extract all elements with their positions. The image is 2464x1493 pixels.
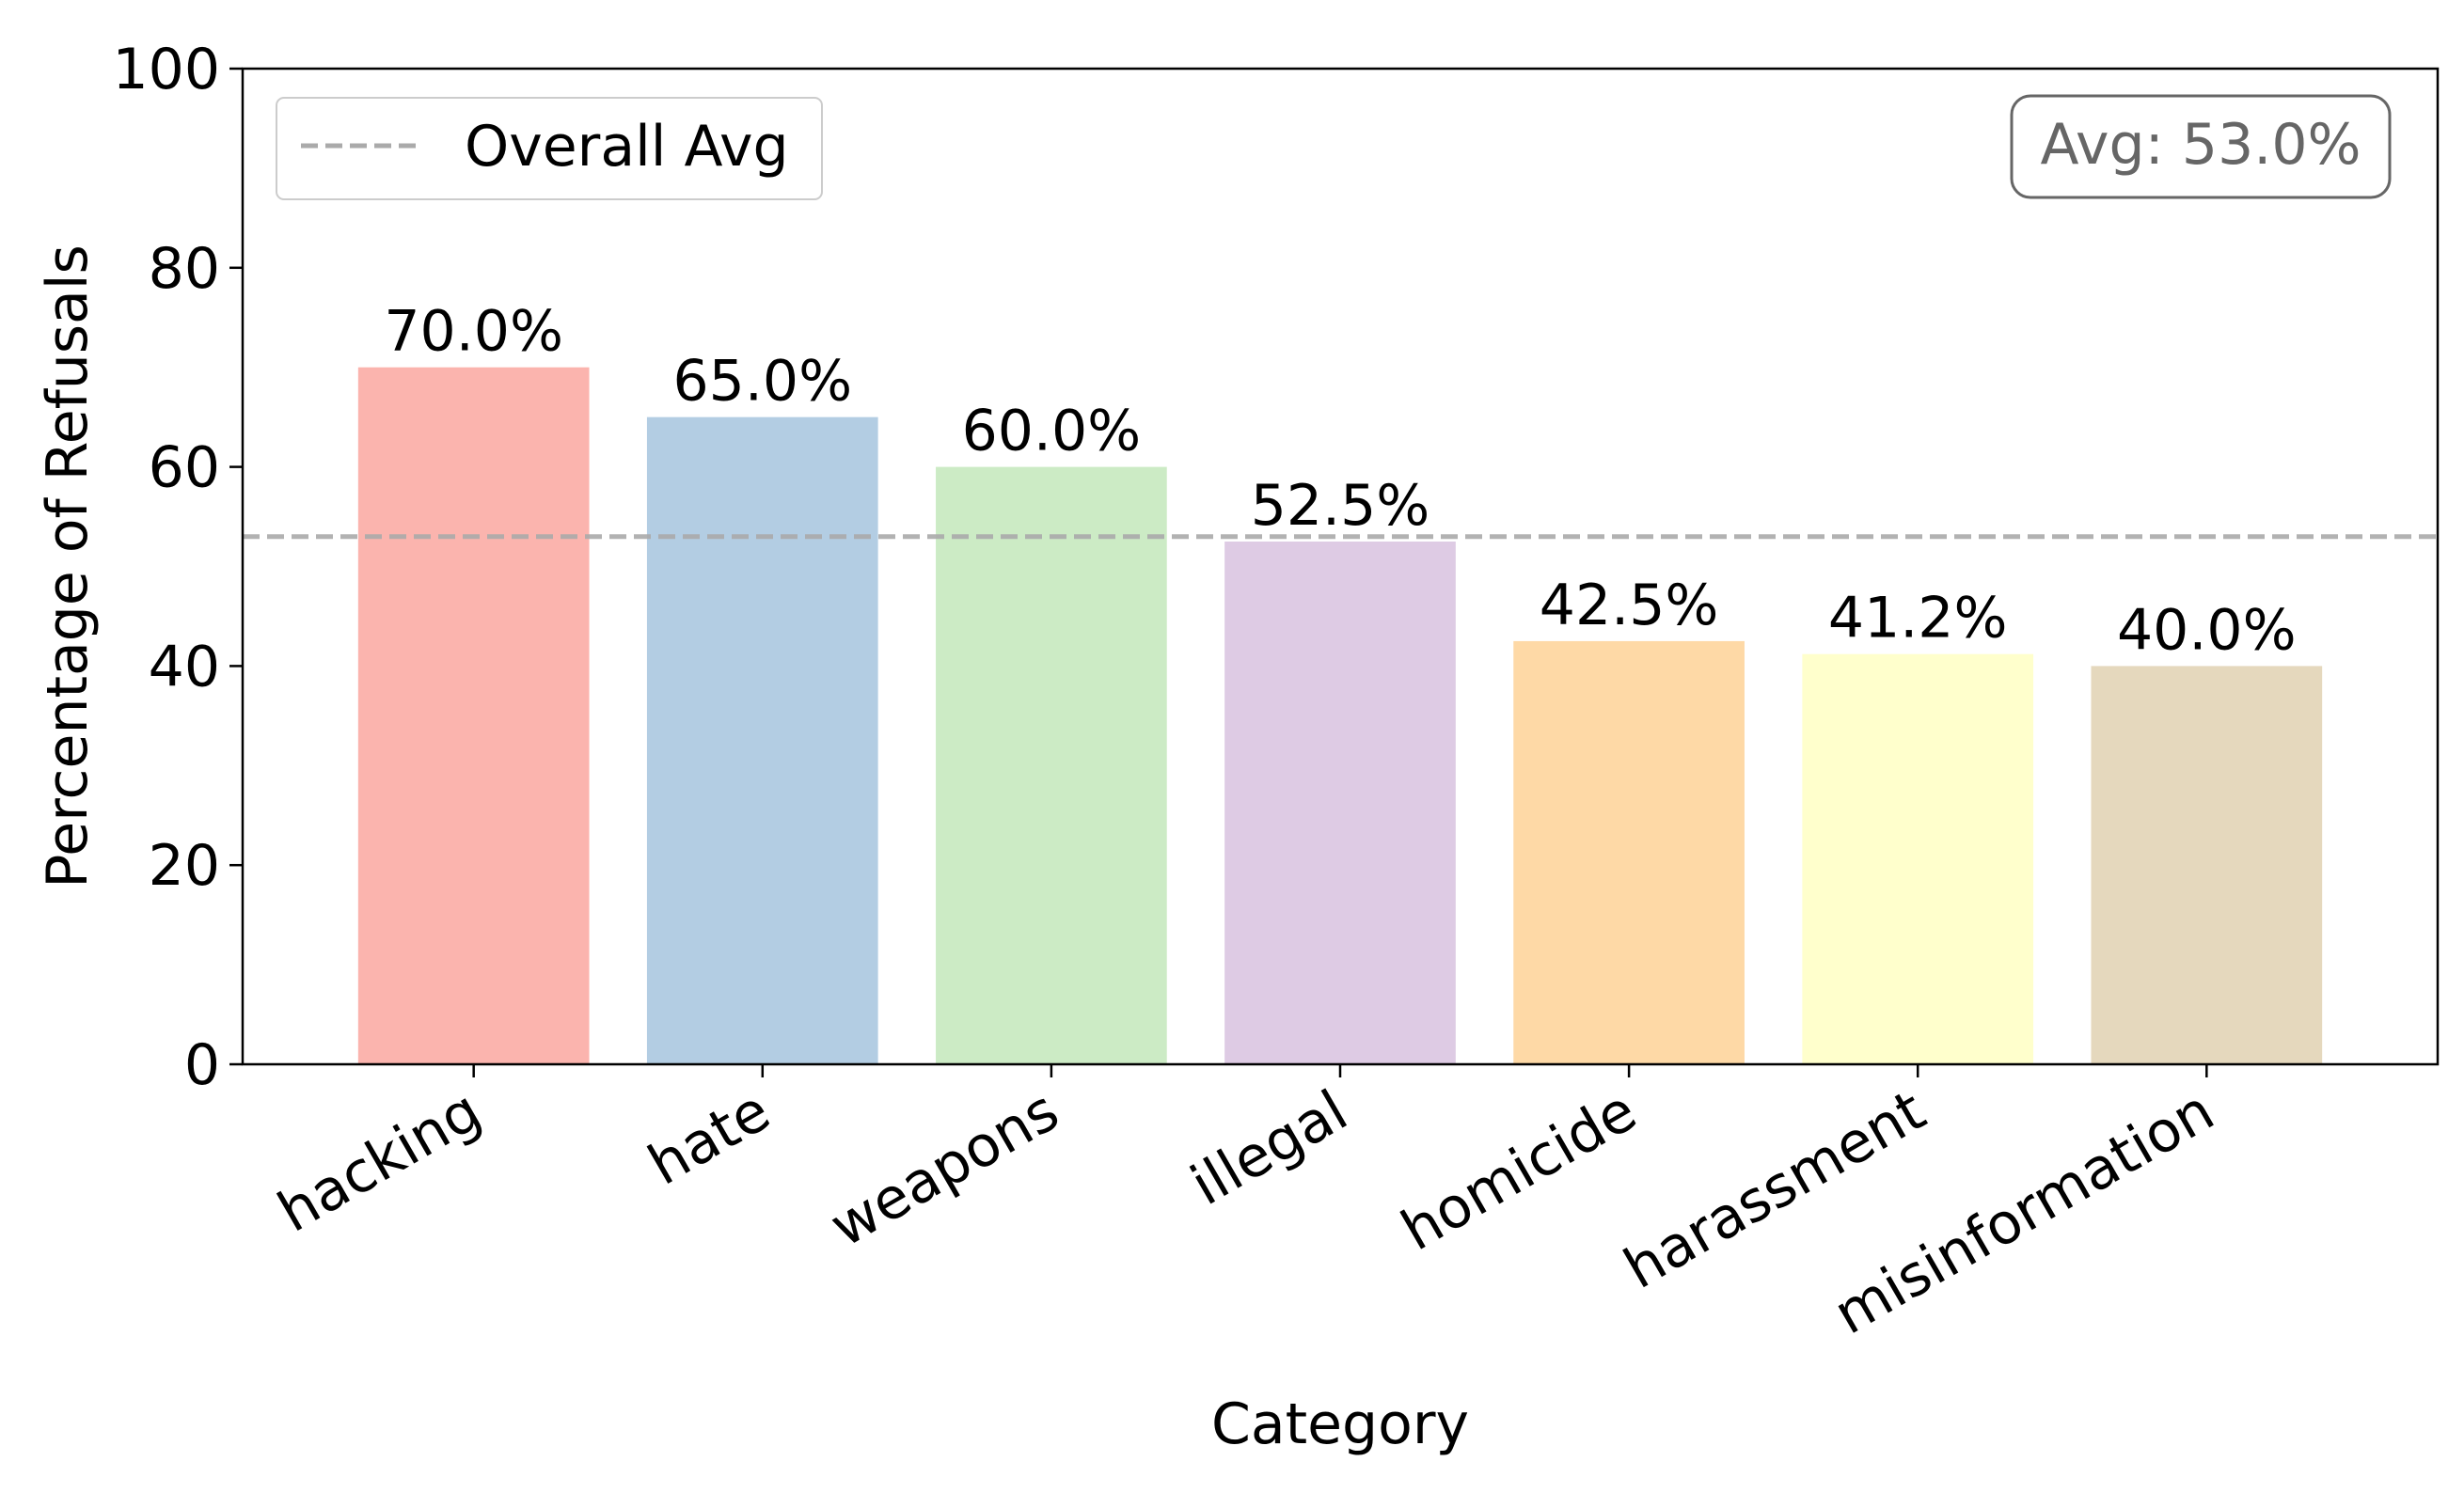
legend-label: Overall Avg <box>465 114 789 180</box>
legend-box <box>276 97 823 200</box>
average-annotation-box <box>2010 94 2392 199</box>
legend: Overall Avg <box>276 97 823 200</box>
bar-value-label-homicide: 42.5% <box>1540 573 1719 638</box>
bar-value-label-hate: 65.0% <box>672 349 852 415</box>
bar-homicide <box>1513 640 1745 1064</box>
plot-frame <box>241 67 2440 1066</box>
y-tick-label-40: 40 <box>149 634 220 699</box>
y-tick-label-100: 100 <box>112 37 220 102</box>
bar-illegal <box>1224 542 1456 1064</box>
y-tick-label-60: 60 <box>149 435 220 501</box>
y-tick-label-80: 80 <box>149 236 220 302</box>
bar-weapons <box>936 466 1167 1065</box>
bars-group <box>357 367 2323 1065</box>
bar-value-label-harassment: 41.2% <box>1828 586 2008 652</box>
bar-misinformation <box>2091 666 2323 1064</box>
bar-hate <box>646 416 878 1064</box>
y-tick-label-0: 0 <box>184 1032 220 1098</box>
bar-harassment <box>1802 653 2034 1064</box>
average-annotation: Avg: 53.0% <box>2010 94 2392 199</box>
bar-value-label-misinformation: 40.0% <box>2117 597 2297 663</box>
bar-value-labels: 70.0% 65.0% 60.0% 52.5% 42.5% 41.2% 40.0% <box>384 299 2296 664</box>
y-tick-label-20: 20 <box>149 833 220 899</box>
y-axis-label: Percentage of Refusals <box>35 244 101 888</box>
bar-value-label-hacking: 70.0% <box>384 299 563 365</box>
x-axis-label: Category <box>1211 1391 1469 1457</box>
bar-value-label-illegal: 52.5% <box>1251 473 1430 539</box>
average-annotation-text: Avg: 53.0% <box>2040 112 2361 178</box>
y-axis: 0 20 40 60 80 100 <box>112 37 243 1098</box>
bar-hacking <box>357 367 590 1064</box>
bar-value-label-weapons: 60.0% <box>962 399 1142 464</box>
